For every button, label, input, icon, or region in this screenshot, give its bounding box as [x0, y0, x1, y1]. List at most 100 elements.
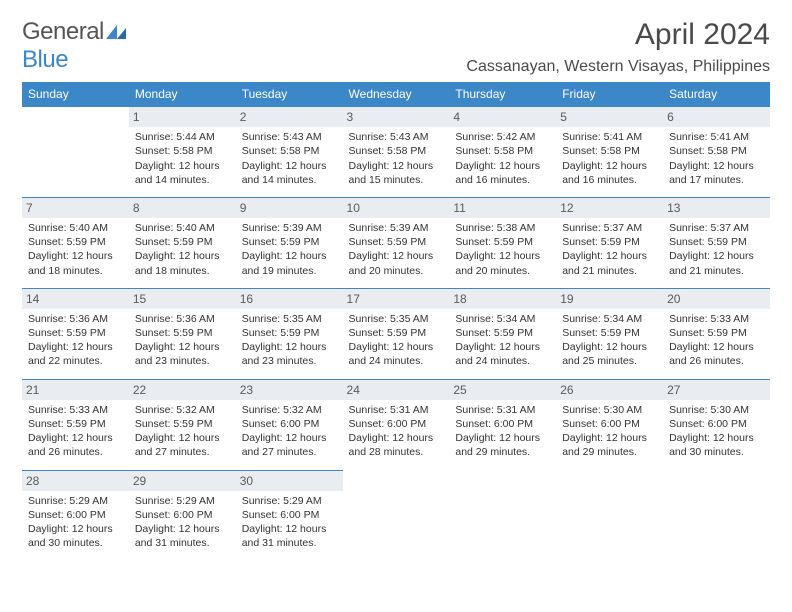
calendar-head: SundayMondayTuesdayWednesdayThursdayFrid…: [22, 82, 770, 107]
sunset-text: Sunset: 5:58 PM: [135, 144, 230, 158]
sunrise-text: Sunrise: 5:40 AM: [28, 221, 123, 235]
daylight-text: and 16 minutes.: [455, 173, 550, 187]
daylight-text: Daylight: 12 hours: [455, 159, 550, 173]
daylight-text: Daylight: 12 hours: [242, 249, 337, 263]
daylight-text: Daylight: 12 hours: [349, 249, 444, 263]
sunset-text: Sunset: 5:58 PM: [455, 144, 550, 158]
logo-general: General: [22, 18, 104, 45]
daylight-text: and 20 minutes.: [349, 264, 444, 278]
day-cell-27: 27Sunrise: 5:30 AMSunset: 6:00 PMDayligh…: [663, 379, 770, 470]
daylight-text: and 14 minutes.: [135, 173, 230, 187]
daylight-text: Daylight: 12 hours: [349, 159, 444, 173]
daylight-text: Daylight: 12 hours: [242, 340, 337, 354]
daylight-text: Daylight: 12 hours: [242, 431, 337, 445]
day-number: 27: [663, 380, 770, 400]
sunrise-text: Sunrise: 5:38 AM: [455, 221, 550, 235]
day-cell-23: 23Sunrise: 5:32 AMSunset: 6:00 PMDayligh…: [236, 379, 343, 470]
week-row: 1Sunrise: 5:44 AMSunset: 5:58 PMDaylight…: [22, 107, 770, 198]
day-cell-14: 14Sunrise: 5:36 AMSunset: 5:59 PMDayligh…: [22, 288, 129, 379]
daylight-text: and 14 minutes.: [242, 173, 337, 187]
weekday-wednesday: Wednesday: [343, 82, 450, 107]
daylight-text: Daylight: 12 hours: [669, 340, 764, 354]
sunset-text: Sunset: 5:58 PM: [349, 144, 444, 158]
daylight-text: and 31 minutes.: [135, 536, 230, 550]
daylight-text: and 29 minutes.: [455, 445, 550, 459]
day-number: 5: [556, 107, 663, 127]
day-number: 14: [22, 289, 129, 309]
day-number: 22: [129, 380, 236, 400]
sunrise-text: Sunrise: 5:32 AM: [242, 403, 337, 417]
sunset-text: Sunset: 6:00 PM: [455, 417, 550, 431]
sunset-text: Sunset: 5:58 PM: [669, 144, 764, 158]
day-number: 20: [663, 289, 770, 309]
day-cell-17: 17Sunrise: 5:35 AMSunset: 5:59 PMDayligh…: [343, 288, 450, 379]
daylight-text: and 31 minutes.: [242, 536, 337, 550]
daylight-text: and 27 minutes.: [242, 445, 337, 459]
sunrise-text: Sunrise: 5:39 AM: [242, 221, 337, 235]
sunset-text: Sunset: 6:00 PM: [669, 417, 764, 431]
daylight-text: and 28 minutes.: [349, 445, 444, 459]
day-number: 13: [663, 198, 770, 218]
sunset-text: Sunset: 6:00 PM: [135, 508, 230, 522]
week-row: 14 Sunrise: 5:36 AM Sunset: 5:59 PM Dayligh…: [22, 288, 770, 379]
sunset-text: Sunset: 5:58 PM: [242, 144, 337, 158]
daylight-text: Daylight: 12 hours: [669, 159, 764, 173]
day-cell-24: 24Sunrise: 5:31 AMSunset: 6:00 PMDayligh…: [343, 379, 450, 470]
sunrise-text: Sunrise: 5:31 AM: [349, 403, 444, 417]
sunset-text: Sunset: 5:59 PM: [669, 235, 764, 249]
day-cell-10: 10Sunrise: 5:39 AMSunset: 5:59 PMDayligh…: [343, 197, 450, 288]
calendar-table: SundayMondayTuesdayWednesdayThursdayFrid…: [22, 82, 770, 560]
daylight-text: and 26 minutes.: [28, 445, 123, 459]
empty-cell: [449, 470, 556, 560]
day-number: 28: [22, 471, 129, 491]
sunrise-text: Sunrise: 5:44 AM: [135, 130, 230, 144]
day-cell-19: 19Sunrise: 5:34 AMSunset: 5:59 PMDayligh…: [556, 288, 663, 379]
sunset-text: Sunset: 5:58 PM: [562, 144, 657, 158]
daylight-text: and 19 minutes.: [242, 264, 337, 278]
daylight-text: and 23 minutes.: [135, 354, 230, 368]
empty-cell: [22, 107, 129, 198]
daylight-text: Daylight: 12 hours: [455, 249, 550, 263]
daylight-text: and 21 minutes.: [669, 264, 764, 278]
daylight-text: Daylight: 12 hours: [135, 431, 230, 445]
sunrise-text: Sunrise: 5:40 AM: [135, 221, 230, 235]
sunset-text: Sunset: 5:59 PM: [28, 417, 123, 431]
sunrise-text: Sunrise: 5:29 AM: [135, 494, 230, 508]
logo-text: GeneralBlue: [22, 18, 128, 74]
day-cell-12: 12Sunrise: 5:37 AMSunset: 5:59 PMDayligh…: [556, 197, 663, 288]
sunrise-text: Sunrise: 5:36 AM: [28, 312, 123, 326]
daylight-text: Daylight: 12 hours: [455, 340, 550, 354]
sunrise-text: Sunrise: 5:31 AM: [455, 403, 550, 417]
sunset-text: Sunset: 6:00 PM: [28, 508, 123, 522]
page-title: April 2024: [466, 18, 770, 52]
sunset-text: Sunset: 6:00 PM: [242, 508, 337, 522]
title-block: April 2024 Cassanayan, Western Visayas, …: [466, 18, 770, 76]
weekday-friday: Friday: [556, 82, 663, 107]
sunrise-text: Sunrise: 5:43 AM: [242, 130, 337, 144]
sunrise-text: Sunrise: 5:30 AM: [669, 403, 764, 417]
daylight-text: and 24 minutes.: [349, 354, 444, 368]
daylight-text: and 24 minutes.: [455, 354, 550, 368]
daylight-text: and 18 minutes.: [28, 264, 123, 278]
day-number: 1: [129, 107, 236, 127]
day-cell-6: 6Sunrise: 5:41 AMSunset: 5:58 PMDaylight…: [663, 107, 770, 198]
day-cell-8: 8Sunrise: 5:40 AMSunset: 5:59 PMDaylight…: [129, 197, 236, 288]
day-number: 4: [449, 107, 556, 127]
daylight-text: Daylight: 12 hours: [28, 249, 123, 263]
day-cell-26: 26Sunrise: 5:30 AMSunset: 6:00 PMDayligh…: [556, 379, 663, 470]
sunrise-text: Sunrise: 5:30 AM: [562, 403, 657, 417]
week-row: 7Sunrise: 5:40 AMSunset: 5:59 PMDaylight…: [22, 197, 770, 288]
sunset-text: Sunset: 6:00 PM: [349, 417, 444, 431]
sunrise-text: Sunrise: 5:37 AM: [562, 221, 657, 235]
sunrise-text: Sunrise: 5:34 AM: [562, 312, 657, 326]
day-cell-1: 1Sunrise: 5:44 AMSunset: 5:58 PMDaylight…: [129, 107, 236, 198]
day-cell-18: 18Sunrise: 5:34 AMSunset: 5:59 PMDayligh…: [449, 288, 556, 379]
sunset-text: Sunset: 5:59 PM: [135, 235, 230, 249]
sunrise-text: Sunrise: 5:33 AM: [28, 403, 123, 417]
sunrise-text: Sunrise: 5:35 AM: [242, 312, 337, 326]
day-cell-30: 30Sunrise: 5:29 AMSunset: 6:00 PMDayligh…: [236, 470, 343, 560]
sunset-text: Sunset: 5:59 PM: [135, 326, 230, 340]
weekday-monday: Monday: [129, 82, 236, 107]
day-number: 15: [129, 289, 236, 309]
day-number: 6: [663, 107, 770, 127]
